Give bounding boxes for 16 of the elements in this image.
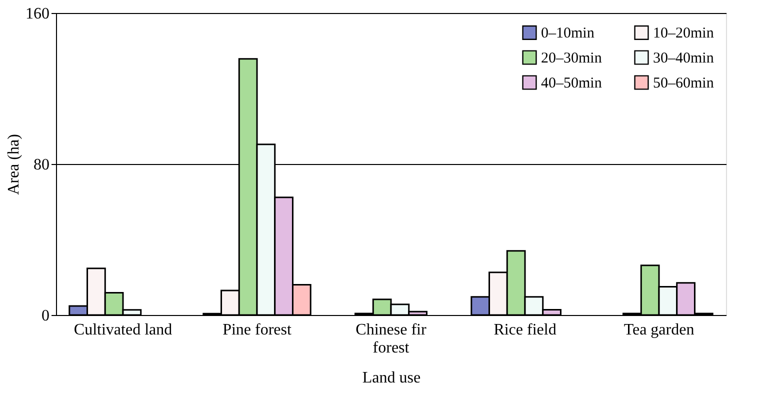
legend-label: 30–40min xyxy=(653,50,714,66)
x-tick-label: Chinese fir forest xyxy=(356,322,427,356)
y-tick-label: 160 xyxy=(26,6,50,22)
legend-label: 50–60min xyxy=(653,76,714,92)
x-tick-label: Rice field xyxy=(494,322,556,338)
x-tick-label: Tea garden xyxy=(624,322,694,338)
y-axis-title: Area (ha) xyxy=(6,134,22,195)
x-axis-title: Land use xyxy=(362,370,421,386)
y-tick-label: 0 xyxy=(42,308,50,324)
x-tick-label: Cultivated land xyxy=(74,322,172,338)
legend-label: 20–30min xyxy=(541,50,602,66)
legend-label: 40–50min xyxy=(541,76,602,92)
legend-label: 10–20min xyxy=(653,26,714,42)
y-tick-label: 80 xyxy=(34,156,50,174)
x-tick-label: Pine forest xyxy=(222,322,292,338)
legend-label: 0–10min xyxy=(541,26,595,42)
